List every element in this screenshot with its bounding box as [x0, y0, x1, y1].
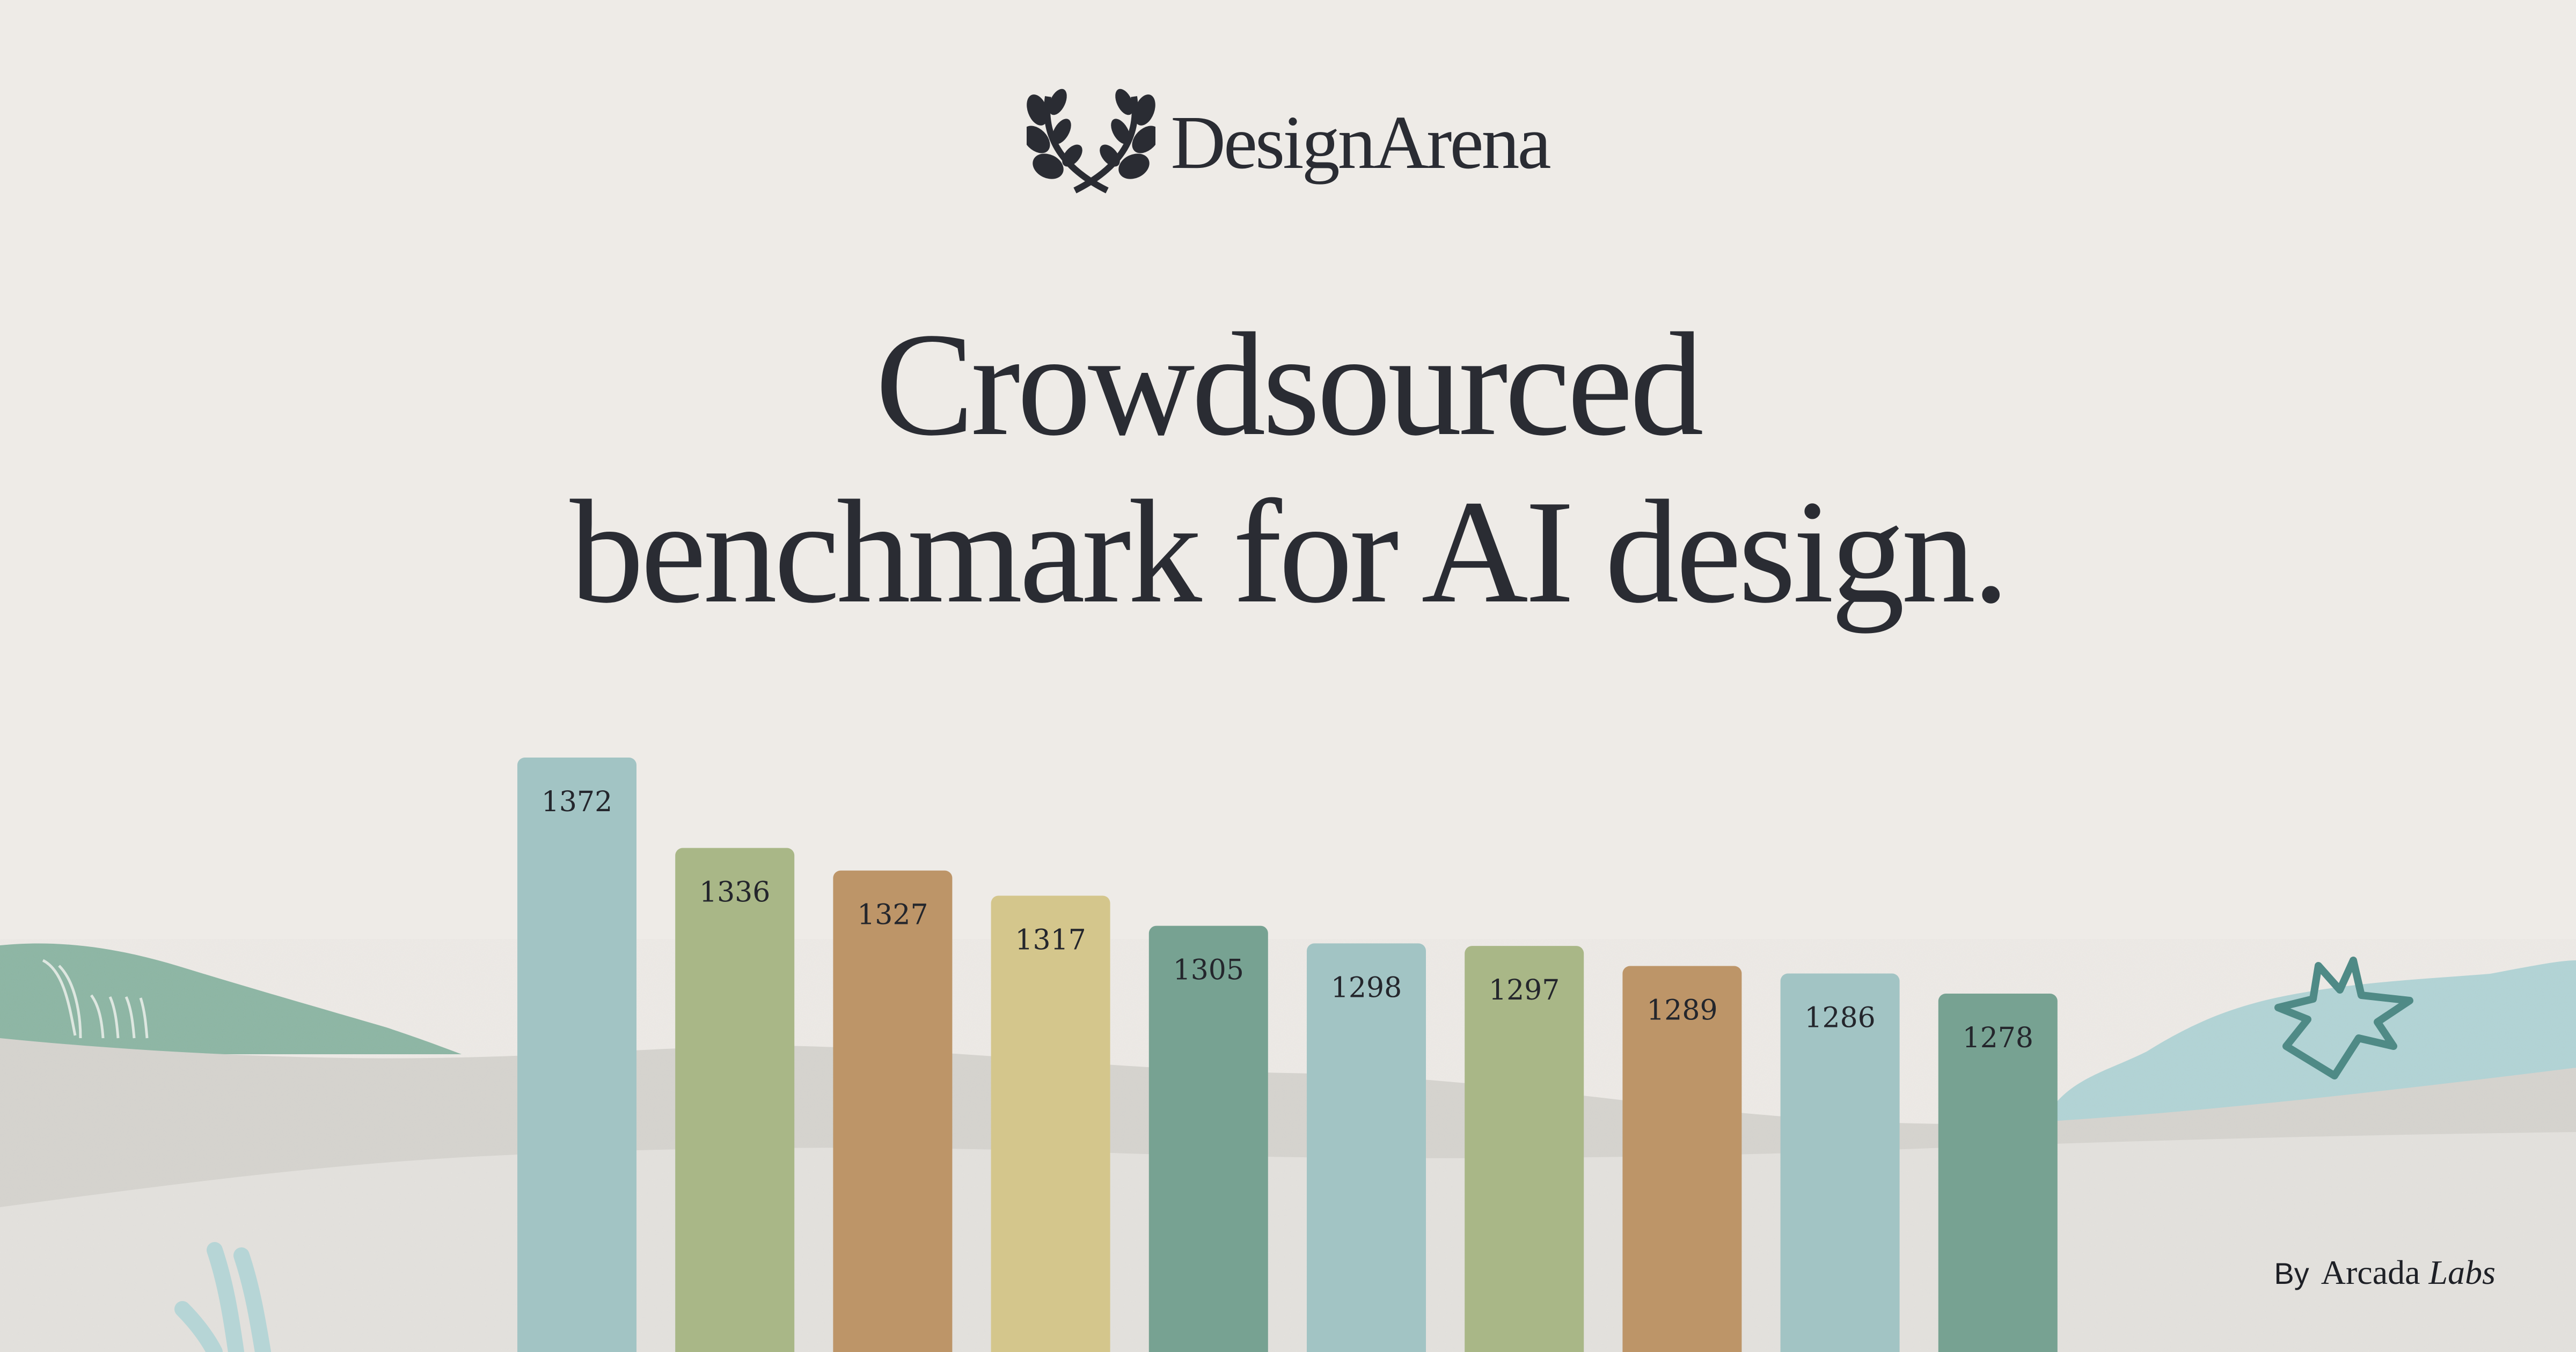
bar-value-label: 1372 [541, 786, 612, 818]
bar [1622, 966, 1742, 1352]
headline-line-1: Crowdsourced [875, 302, 1704, 466]
headline-line-2: benchmark for AI design. [569, 469, 2010, 634]
bar [991, 895, 1110, 1352]
bar [1307, 943, 1426, 1352]
page-title: Crowdsourced benchmark for AI design. [0, 300, 2576, 635]
credit-name: Arcada [2321, 1253, 2420, 1291]
brand-name: DesignArena [1170, 100, 1551, 185]
bar-value-label: 1305 [1173, 954, 1244, 987]
star-accent-icon [2274, 957, 2413, 1079]
brush-stroke-icon [174, 1242, 271, 1352]
credit-by: By [2274, 1257, 2309, 1290]
bar-value-label: 1336 [699, 877, 770, 909]
bar [1465, 946, 1584, 1352]
laurel-wreath-icon [1027, 89, 1156, 194]
bar [517, 758, 636, 1352]
bar [1780, 973, 1900, 1352]
bar-value-label: 1278 [1963, 1022, 2033, 1054]
bar-value-label: 1297 [1489, 974, 1560, 1006]
credit-line[interactable]: By Arcada Labs [2274, 1253, 2496, 1292]
bar [675, 848, 795, 1352]
bar-chart: 1372 1336 1327 1317 1305 1298 1297 1289 1286 1278 [517, 758, 2058, 1352]
bar-value-label: 1327 [857, 899, 928, 931]
bar-value-label: 1317 [1015, 924, 1086, 956]
brand-logo[interactable]: DesignArena [0, 80, 2576, 204]
bar [1148, 925, 1268, 1352]
bar [833, 870, 953, 1352]
bar [1938, 994, 2058, 1352]
bar-value-label: 1298 [1331, 972, 1402, 1004]
bar-value-label: 1286 [1804, 1002, 1875, 1034]
bar-value-label: 1289 [1646, 995, 1717, 1027]
credit-suffix: Labs [2428, 1253, 2496, 1291]
